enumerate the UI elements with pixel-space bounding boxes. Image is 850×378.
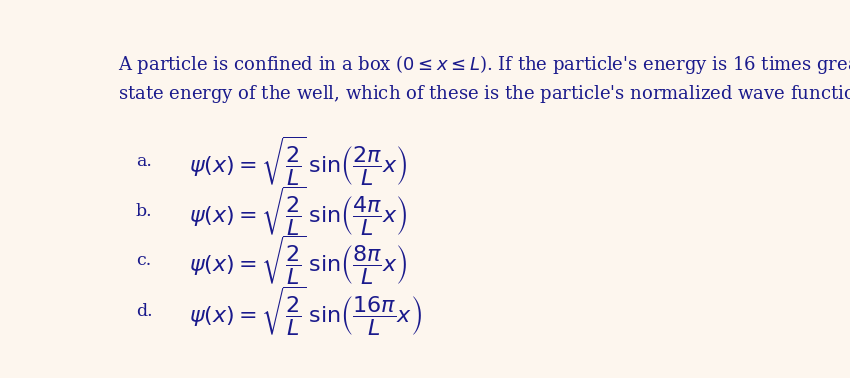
Text: state energy of the well, which of these is the particle's normalized wave funct: state energy of the well, which of these…	[118, 83, 850, 105]
Text: $\psi(x) = \sqrt{\dfrac{2}{L}}\,\sin\!\left(\dfrac{2\pi}{L}x\right)$: $\psi(x) = \sqrt{\dfrac{2}{L}}\,\sin\!\l…	[189, 135, 407, 189]
Text: A particle is confined in a box ($0 \leq x \leq L$). If the particle's energy is: A particle is confined in a box ($0 \leq…	[118, 53, 850, 76]
Text: b.: b.	[136, 203, 152, 220]
Text: d.: d.	[136, 303, 152, 320]
Text: a.: a.	[136, 153, 152, 170]
Text: $\psi(x) = \sqrt{\dfrac{2}{L}}\,\sin\!\left(\dfrac{16\pi}{L}x\right)$: $\psi(x) = \sqrt{\dfrac{2}{L}}\,\sin\!\l…	[189, 285, 422, 338]
Text: $\psi(x) = \sqrt{\dfrac{2}{L}}\,\sin\!\left(\dfrac{8\pi}{L}x\right)$: $\psi(x) = \sqrt{\dfrac{2}{L}}\,\sin\!\l…	[189, 234, 407, 287]
Text: c.: c.	[136, 252, 151, 269]
Text: $\psi(x) = \sqrt{\dfrac{2}{L}}\,\sin\!\left(\dfrac{4\pi}{L}x\right)$: $\psi(x) = \sqrt{\dfrac{2}{L}}\,\sin\!\l…	[189, 184, 407, 238]
